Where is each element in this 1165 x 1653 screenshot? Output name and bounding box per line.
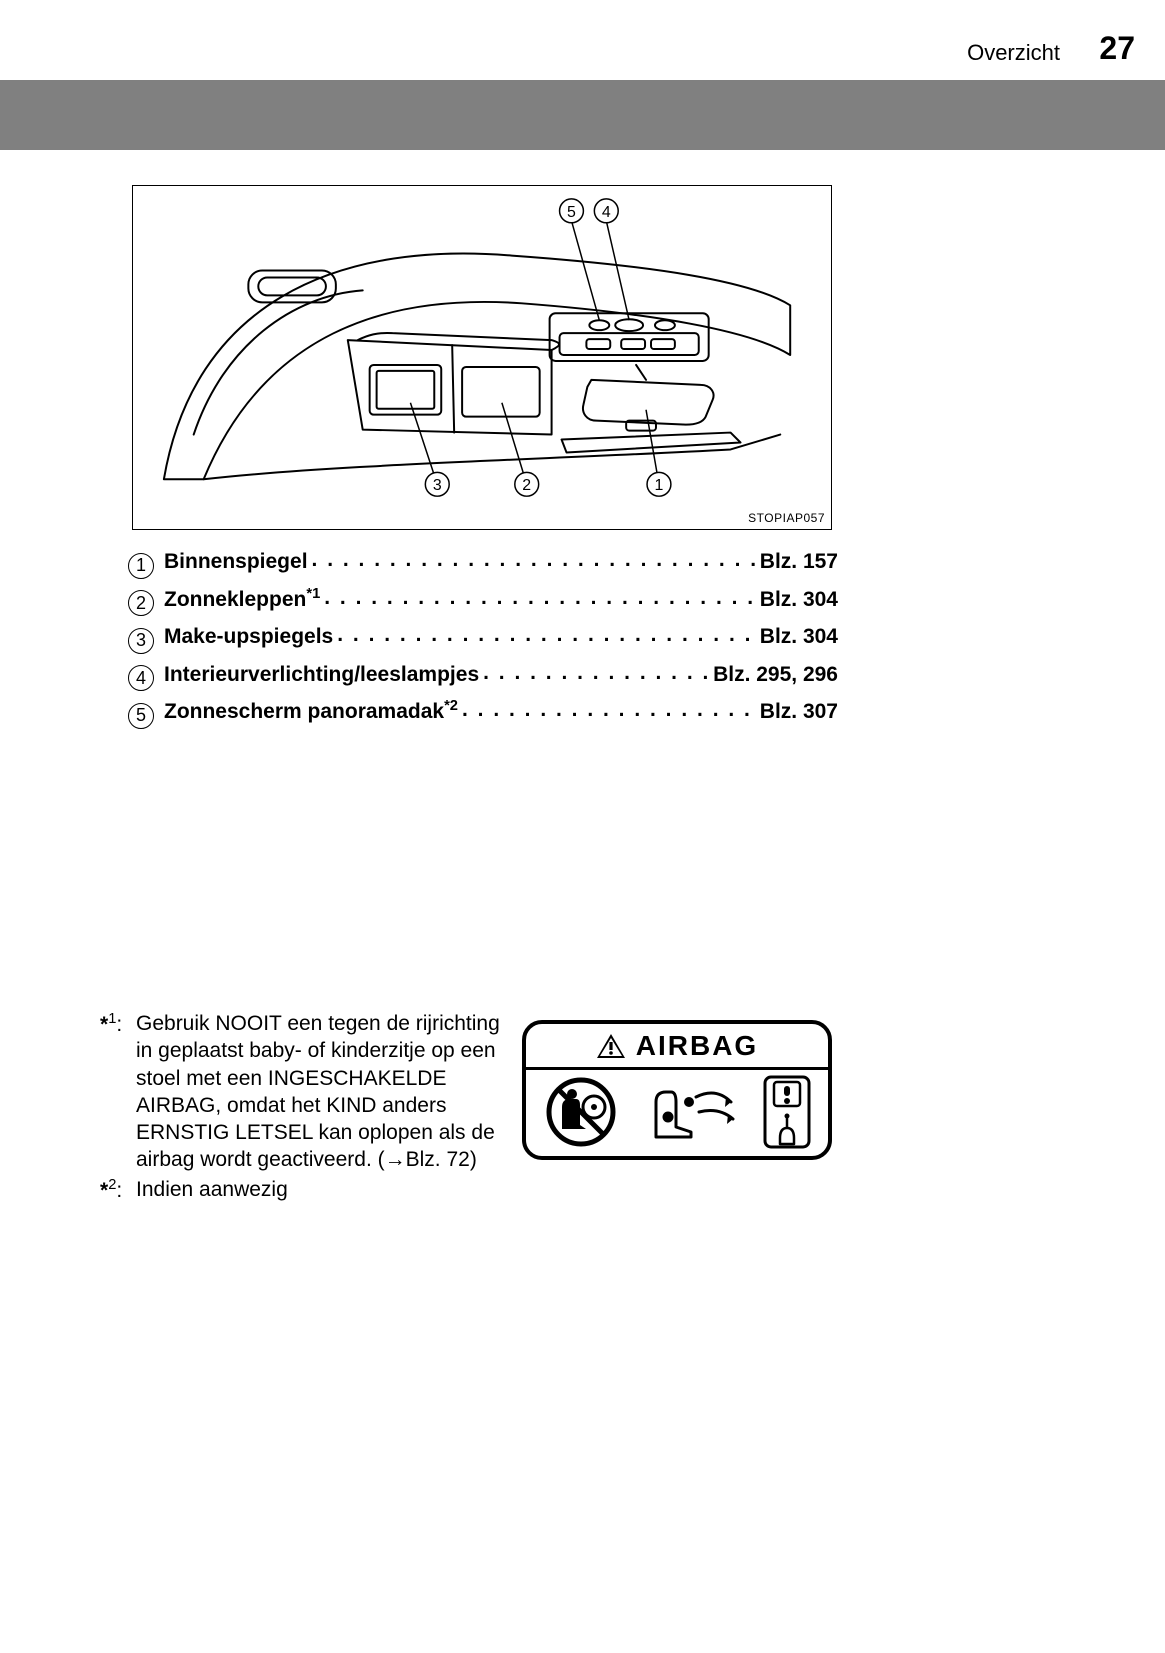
index-label: Make-upspiegels — [164, 623, 333, 649]
index-label: Interieurverlichting/leeslampjes — [164, 661, 479, 687]
callout-1: 1 — [655, 477, 664, 494]
page-header: Overzicht 27 — [0, 0, 1165, 150]
index-page: Blz. 304 — [760, 625, 838, 649]
index-row: 1 Binnenspiegel Blz. 157 — [128, 548, 838, 576]
callout-5: 5 — [567, 204, 576, 221]
index-row: 3 Make-upspiegels Blz. 304 — [128, 623, 838, 651]
index-page: Blz. 304 — [760, 588, 838, 612]
airbag-header: AIRBAG — [526, 1024, 828, 1070]
index-number: 2 — [128, 590, 154, 616]
seat-airbag-icon — [641, 1077, 741, 1147]
page-number: 27 — [1099, 30, 1135, 67]
warning-triangle-icon — [596, 1033, 626, 1059]
index-number: 5 — [128, 703, 154, 729]
figure-container: 5 4 3 2 1 STOPIAP057 — [132, 185, 832, 530]
footnote-row: *2: Indien aanwezig — [100, 1176, 500, 1204]
index-row: 4 Interieurverlichting/leeslampjes Blz. … — [128, 661, 838, 689]
callout-3: 3 — [433, 477, 442, 494]
index-row: 2 Zonnekleppen*1 Blz. 304 — [128, 586, 838, 614]
leader-dots — [308, 548, 760, 572]
index-row: 5 Zonnescherm panoramadak*2 Blz. 307 — [128, 698, 838, 726]
index-number: 3 — [128, 628, 154, 654]
airbag-body — [526, 1070, 828, 1153]
index-page: Blz. 157 — [760, 550, 838, 574]
index-label: Zonnescherm panoramadak*2 — [164, 698, 458, 724]
footnote-marker: *1: — [100, 1010, 136, 1038]
airbag-title: AIRBAG — [636, 1030, 758, 1062]
footnote-text: Indien aanwezig — [136, 1176, 500, 1203]
figure-code: STOPIAP057 — [748, 511, 825, 525]
leader-dots — [479, 661, 713, 685]
no-rear-facing-childseat-icon — [542, 1077, 620, 1147]
index-label: Zonnekleppen*1 — [164, 586, 320, 612]
footnotes: *1: Gebruik NOOIT een tegen de rijrichti… — [100, 1010, 500, 1206]
leader-dots — [333, 623, 760, 647]
index-list: 1 Binnenspiegel Blz. 157 2 Zonnekleppen*… — [128, 548, 838, 736]
footnote-row: *1: Gebruik NOOIT een tegen de rijrichti… — [100, 1010, 500, 1174]
section-label: Overzicht — [967, 40, 1060, 66]
airbag-warning-label: AIRBAG — [522, 1020, 832, 1160]
index-label: Binnenspiegel — [164, 548, 308, 574]
index-page: Blz. 307 — [760, 700, 838, 724]
callout-4: 4 — [602, 204, 611, 221]
leader-dots — [458, 698, 760, 722]
footnote-text: Gebruik NOOIT een tegen de rijrichting i… — [136, 1010, 500, 1174]
footnote-marker: *2: — [100, 1176, 136, 1204]
index-page: Blz. 295, 296 — [713, 663, 838, 687]
callout-2: 2 — [522, 477, 531, 494]
header-gray-bar — [0, 80, 1165, 150]
index-number: 1 — [128, 553, 154, 579]
index-number: 4 — [128, 665, 154, 691]
leader-dots — [320, 586, 760, 610]
read-manual-icon — [762, 1074, 812, 1150]
interior-ceiling-diagram: 5 4 3 2 1 — [133, 186, 831, 529]
